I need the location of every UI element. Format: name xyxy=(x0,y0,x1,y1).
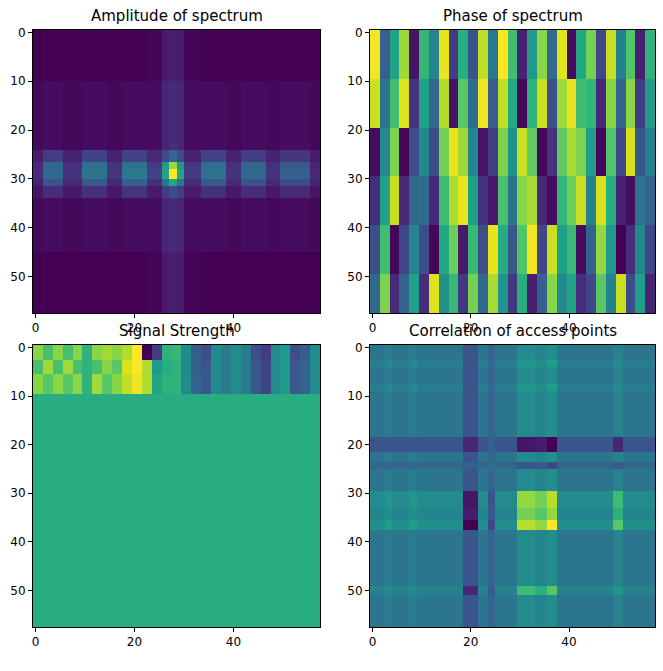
svg-text:20: 20 xyxy=(127,635,142,649)
svg-text:Amplitude of spectrum: Amplitude of spectrum xyxy=(91,7,263,25)
svg-text:10: 10 xyxy=(10,74,25,88)
svg-text:0: 0 xyxy=(355,26,363,40)
svg-text:10: 10 xyxy=(347,74,362,88)
svg-text:20: 20 xyxy=(347,438,362,452)
svg-text:20: 20 xyxy=(10,438,25,452)
svg-text:40: 40 xyxy=(347,221,362,235)
svg-text:50: 50 xyxy=(347,584,362,598)
svg-text:0: 0 xyxy=(18,26,26,40)
svg-text:20: 20 xyxy=(10,123,25,137)
svg-text:Correlation of access points: Correlation of access points xyxy=(409,322,617,340)
svg-text:20: 20 xyxy=(347,123,362,137)
svg-text:40: 40 xyxy=(226,635,241,649)
svg-text:0: 0 xyxy=(18,341,26,355)
svg-text:0: 0 xyxy=(369,635,377,649)
svg-text:40: 40 xyxy=(347,535,362,549)
svg-text:0: 0 xyxy=(355,341,363,355)
svg-text:10: 10 xyxy=(347,389,362,403)
svg-text:0: 0 xyxy=(32,635,40,649)
svg-text:50: 50 xyxy=(10,270,25,284)
svg-text:30: 30 xyxy=(347,486,362,500)
svg-text:50: 50 xyxy=(347,270,362,284)
svg-text:10: 10 xyxy=(10,389,25,403)
svg-text:0: 0 xyxy=(369,321,377,335)
svg-text:30: 30 xyxy=(10,172,25,186)
svg-text:40: 40 xyxy=(10,221,25,235)
svg-text:30: 30 xyxy=(347,172,362,186)
svg-text:Phase of spectrum: Phase of spectrum xyxy=(443,7,583,25)
svg-text:40: 40 xyxy=(10,535,25,549)
svg-text:40: 40 xyxy=(561,635,576,649)
svg-text:30: 30 xyxy=(10,486,25,500)
svg-text:20: 20 xyxy=(463,635,478,649)
svg-text:20: 20 xyxy=(463,321,478,335)
svg-text:Signal Strength: Signal Strength xyxy=(119,322,235,340)
svg-text:20: 20 xyxy=(127,321,142,335)
svg-text:40: 40 xyxy=(226,321,241,335)
svg-text:50: 50 xyxy=(10,584,25,598)
svg-text:40: 40 xyxy=(561,321,576,335)
svg-text:0: 0 xyxy=(32,321,40,335)
